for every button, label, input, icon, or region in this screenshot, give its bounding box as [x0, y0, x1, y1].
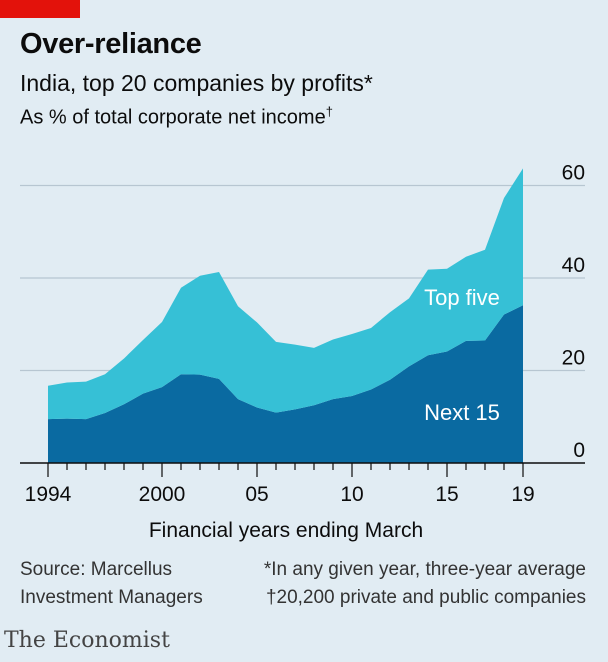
chart-subtitle-units: As % of total corporate net income†: [20, 104, 333, 130]
y-tick-label: 0: [573, 439, 585, 462]
chart-title: Over-reliance: [20, 28, 202, 60]
area-top-five: [48, 168, 523, 420]
footnote-2: †20,200 private and public companies: [265, 587, 586, 608]
x-tick-label: 2000: [139, 483, 186, 506]
area-next-15: [48, 305, 523, 463]
economist-logo: The Economist: [4, 628, 170, 653]
y-tick-label: 20: [562, 347, 585, 370]
x-tick-label: 05: [245, 483, 268, 506]
series-label-next-15: Next 15: [424, 400, 500, 425]
y-tick-label: 40: [562, 254, 585, 277]
footnote-1: *In any given year, three-year average: [263, 559, 586, 580]
source-line-1: Source: Marcellus: [20, 559, 173, 580]
y-tick-label: 60: [562, 162, 585, 185]
source-note: Source: Marcellus Investment Managers: [20, 556, 203, 612]
dagger-mark: †: [325, 104, 333, 119]
units-text: As % of total corporate net income: [20, 106, 326, 129]
x-tick-label: 15: [435, 483, 458, 506]
series-label-top-five: Top five: [424, 285, 500, 310]
source-line-2: Investment Managers: [20, 587, 203, 608]
chart-subtitle: India, top 20 companies by profits*: [20, 70, 373, 96]
x-tick-label: 19: [511, 483, 534, 506]
footnotes: *In any given year, three-year average †…: [264, 556, 586, 612]
brand-red-tag: [0, 0, 80, 18]
x-axis-label: Financial years ending March: [149, 519, 423, 542]
x-tick-label: 1994: [25, 483, 72, 506]
x-tick-label: 10: [340, 483, 363, 506]
stacked-area-chart: 0 20 40 60 1994 2000 05 10 15 19 Financial years e…: [20, 162, 585, 542]
